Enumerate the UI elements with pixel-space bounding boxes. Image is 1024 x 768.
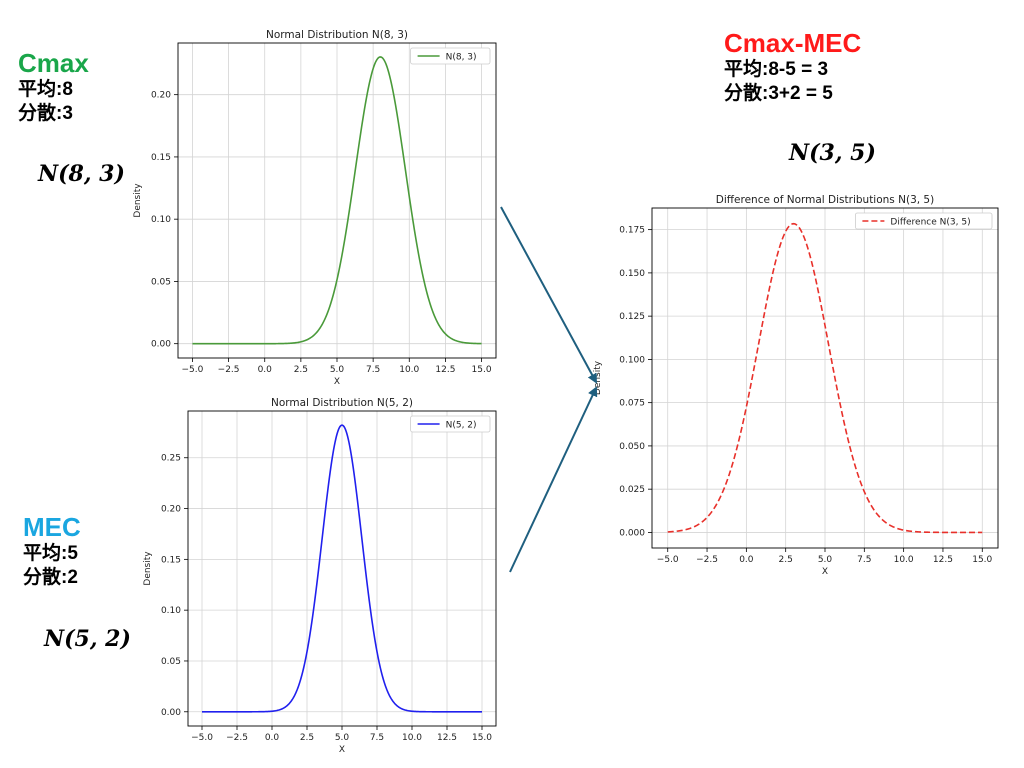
x-tick-label: −5.0	[191, 733, 213, 743]
x-tick-label: 5.0	[330, 365, 345, 375]
y-tick-label: 0.000	[619, 528, 645, 538]
x-tick-label: −5.0	[657, 555, 679, 565]
legend-label: N(5, 2)	[446, 421, 477, 431]
x-tick-label: −2.5	[226, 733, 248, 743]
x-tick-label: 0.0	[739, 555, 754, 565]
chart-n-8-3: Normal Distribution N(8, 3) −5.0 −2.5 0.0 2.…	[133, 29, 497, 387]
y-tick-label: 0.125	[619, 312, 645, 322]
legend-label: Difference N(3, 5)	[890, 218, 970, 228]
x-axis-label: X	[822, 567, 828, 577]
diff-mean: 平均:8-5 = 3	[724, 59, 829, 80]
y-tick-label: 0.05	[151, 277, 171, 287]
x-tick-label: 7.5	[857, 555, 871, 565]
x-tick-label: 10.0	[894, 555, 914, 565]
series-line	[667, 222, 983, 534]
y-axis-label: Density	[593, 360, 603, 395]
y-tick-label: 0.15	[161, 555, 181, 565]
y-tick-label: 0.10	[161, 606, 181, 616]
chart-n-5-2: Normal Distribution N(5, 2) −5.0 −2.5 0.0 2.…	[143, 397, 497, 755]
legend-box	[854, 212, 993, 230]
y-axis-label: Density	[133, 183, 143, 218]
mec-annotation: MEC 平均:5 分散:2	[23, 512, 81, 590]
series-line	[192, 56, 482, 345]
x-tick-label: 0.0	[265, 733, 280, 743]
legend: N(8, 3)	[410, 47, 491, 65]
cmax-title: Cmax	[18, 48, 89, 78]
arrow-from-mec	[509, 386, 598, 573]
diff-annotation: Cmax-MEC 平均:8-5 = 3 分散:3+2 = 5	[724, 28, 861, 106]
x-tick-label: 10.0	[399, 365, 419, 375]
mec-mean: 平均:5	[23, 543, 78, 564]
y-axis-label: Density	[143, 551, 153, 586]
x-tick-label: 2.5	[779, 555, 793, 565]
legend-box	[410, 415, 491, 433]
x-tick-label: 2.5	[294, 365, 308, 375]
x-tick-label: 5.0	[818, 555, 833, 565]
x-tick-label: 15.0	[472, 365, 492, 375]
x-tick-label: 12.5	[933, 555, 953, 565]
legend-label: N(8, 3)	[446, 53, 477, 63]
y-tick-label: 0.05	[161, 657, 181, 667]
x-axis-label: X	[339, 745, 345, 755]
chart-difference-n-3-5: Difference of Normal Distributions N(3, …	[593, 194, 999, 577]
y-tick-label: 0.150	[619, 269, 645, 279]
arrow-from-cmax	[500, 206, 597, 384]
x-tick-label: 5.0	[335, 733, 350, 743]
x-tick-label: 0.0	[258, 365, 273, 375]
x-tick-label: 2.5	[300, 733, 314, 743]
diff-title: Cmax-MEC	[724, 28, 862, 58]
y-tick-label: 0.20	[161, 505, 181, 515]
diff-formula: N(3, 5)	[789, 140, 876, 166]
y-tick-label: 0.00	[161, 708, 181, 718]
x-tick-label: 15.0	[472, 733, 492, 743]
y-tick-label: 0.10	[151, 215, 171, 225]
legend: Difference N(3, 5)	[854, 212, 993, 230]
y-tick-label: 0.00	[151, 340, 171, 350]
mec-formula: N(5, 2)	[44, 626, 131, 652]
cmax-variance: 分散:3	[18, 103, 73, 124]
legend-box	[410, 47, 491, 65]
x-tick-label: 15.0	[972, 555, 992, 565]
cmax-mean: 平均:8	[18, 79, 73, 100]
chart-title: Normal Distribution N(5, 2)	[271, 397, 413, 409]
x-tick-label: −2.5	[696, 555, 718, 565]
mec-title: MEC	[23, 512, 81, 542]
y-tick-label: 0.075	[619, 399, 645, 409]
x-tick-label: −5.0	[182, 365, 204, 375]
cmax-formula: N(8, 3)	[38, 161, 125, 187]
y-tick-label: 0.050	[619, 442, 645, 452]
x-axis-label: X	[334, 377, 340, 387]
diff-variance: 分散:3+2 = 5	[724, 83, 833, 104]
y-tick-label: 0.20	[151, 91, 171, 101]
x-tick-label: 7.5	[370, 733, 384, 743]
cmax-annotation: Cmax 平均:8 分散:3	[18, 48, 89, 126]
x-tick-label: 7.5	[366, 365, 380, 375]
x-tick-label: −2.5	[218, 365, 240, 375]
y-tick-label: 0.15	[151, 153, 171, 163]
x-tick-label: 12.5	[435, 365, 455, 375]
legend: N(5, 2)	[410, 415, 491, 433]
chart-title: Normal Distribution N(8, 3)	[266, 29, 408, 41]
y-tick-label: 0.175	[619, 226, 645, 236]
y-tick-label: 0.025	[619, 485, 645, 495]
x-tick-label: 10.0	[402, 733, 422, 743]
mec-variance: 分散:2	[23, 567, 78, 588]
y-tick-label: 0.100	[619, 355, 645, 365]
x-tick-label: 12.5	[437, 733, 457, 743]
chart-title: Difference of Normal Distributions N(3, …	[716, 194, 934, 206]
y-tick-label: 0.25	[161, 454, 181, 464]
series-line	[202, 424, 482, 713]
